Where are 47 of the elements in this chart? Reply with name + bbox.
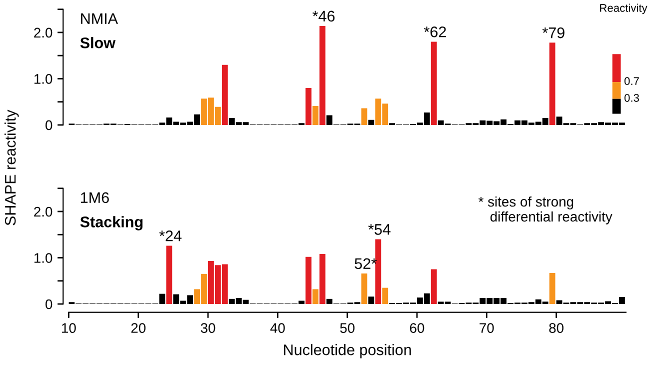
- bar: [549, 42, 556, 125]
- x-tick-label: 50: [340, 323, 355, 333]
- x-tick-label: 30: [200, 323, 216, 333]
- text: Slow: [80, 37, 116, 48]
- bar: [222, 64, 228, 125]
- bar: [166, 246, 172, 304]
- bar: [312, 106, 318, 125]
- annotation: *54: [368, 224, 391, 235]
- bar: [382, 288, 388, 304]
- bar: [361, 273, 368, 304]
- y-tick-label: 1.0: [34, 253, 52, 263]
- y-axis-title: SHAPE reactivity: [4, 110, 19, 226]
- y-tick-label: 0: [46, 299, 52, 310]
- annotation: *79: [542, 27, 564, 38]
- annotation: *62: [424, 26, 446, 38]
- y-tick-label: 0: [46, 120, 52, 130]
- y-tick-label: 1.0: [34, 74, 52, 84]
- annotation: Reactivity: [600, 4, 648, 14]
- y-tick-label: 2.0: [34, 28, 52, 38]
- x-tick-label: 80: [549, 323, 564, 333]
- bar: [368, 296, 374, 304]
- annotation: 0.3: [624, 94, 639, 102]
- bar: [430, 42, 437, 125]
- x-tick-label: 10: [62, 323, 76, 333]
- bar: [375, 239, 382, 304]
- bar: [368, 120, 374, 125]
- x-tick-label: 40: [270, 323, 285, 333]
- bar: [312, 289, 318, 304]
- bar: [430, 269, 437, 304]
- bar: [306, 256, 312, 304]
- x-tick-label: 20: [131, 323, 146, 333]
- chart-title: 1M6: [81, 192, 109, 204]
- bar: [361, 108, 368, 125]
- annotation: *46: [312, 10, 335, 22]
- chart-title: NMIA: [81, 13, 118, 24]
- annotation: * sites of strong differential reactivity: [478, 196, 612, 224]
- x-tick-label: 60: [410, 323, 424, 333]
- x-axis-title: Nucleotide position: [284, 344, 411, 358]
- x-tick-label: 70: [480, 323, 494, 333]
- text: Stacking: [80, 216, 142, 230]
- bar: [319, 254, 326, 304]
- bar: [306, 88, 312, 125]
- bar: [319, 26, 326, 125]
- y-tick-label: 2.0: [34, 206, 52, 217]
- annotation: 0.7: [624, 77, 639, 86]
- annotation: *24: [159, 230, 182, 242]
- bar: [549, 273, 556, 304]
